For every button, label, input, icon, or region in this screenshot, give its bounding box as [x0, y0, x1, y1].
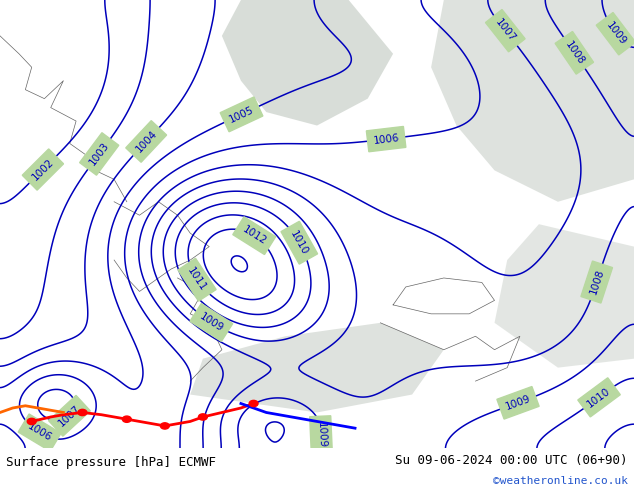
Text: 1008: 1008: [563, 39, 586, 67]
Text: 1011: 1011: [186, 266, 209, 294]
Circle shape: [78, 409, 87, 416]
Text: 1010: 1010: [586, 386, 612, 409]
Text: Su 09-06-2024 00:00 UTC (06+90): Su 09-06-2024 00:00 UTC (06+90): [395, 454, 628, 466]
Text: 1007: 1007: [493, 17, 517, 44]
Text: 1005: 1005: [228, 104, 256, 124]
Circle shape: [249, 400, 258, 407]
Circle shape: [27, 418, 36, 425]
Text: 1009: 1009: [316, 421, 327, 448]
Text: 1002: 1002: [30, 157, 56, 182]
Text: 1006: 1006: [26, 421, 53, 443]
Text: 1009: 1009: [604, 20, 628, 47]
Text: 1010: 1010: [288, 229, 310, 257]
Circle shape: [122, 416, 131, 422]
Polygon shape: [190, 323, 444, 413]
Text: 1006: 1006: [373, 133, 400, 146]
Text: 1003: 1003: [87, 141, 111, 168]
Circle shape: [160, 423, 169, 429]
Polygon shape: [495, 224, 634, 368]
Text: ©weatheronline.co.uk: ©weatheronline.co.uk: [493, 476, 628, 486]
Polygon shape: [222, 0, 393, 125]
Text: 1009: 1009: [198, 311, 225, 334]
Text: 1007: 1007: [56, 403, 82, 428]
Text: 1009: 1009: [504, 393, 532, 412]
Text: 1012: 1012: [240, 224, 268, 247]
Text: Surface pressure [hPa] ECMWF: Surface pressure [hPa] ECMWF: [6, 456, 216, 469]
Text: 1004: 1004: [134, 128, 158, 154]
Text: 1008: 1008: [588, 268, 605, 296]
Circle shape: [198, 414, 207, 420]
Polygon shape: [431, 0, 634, 202]
